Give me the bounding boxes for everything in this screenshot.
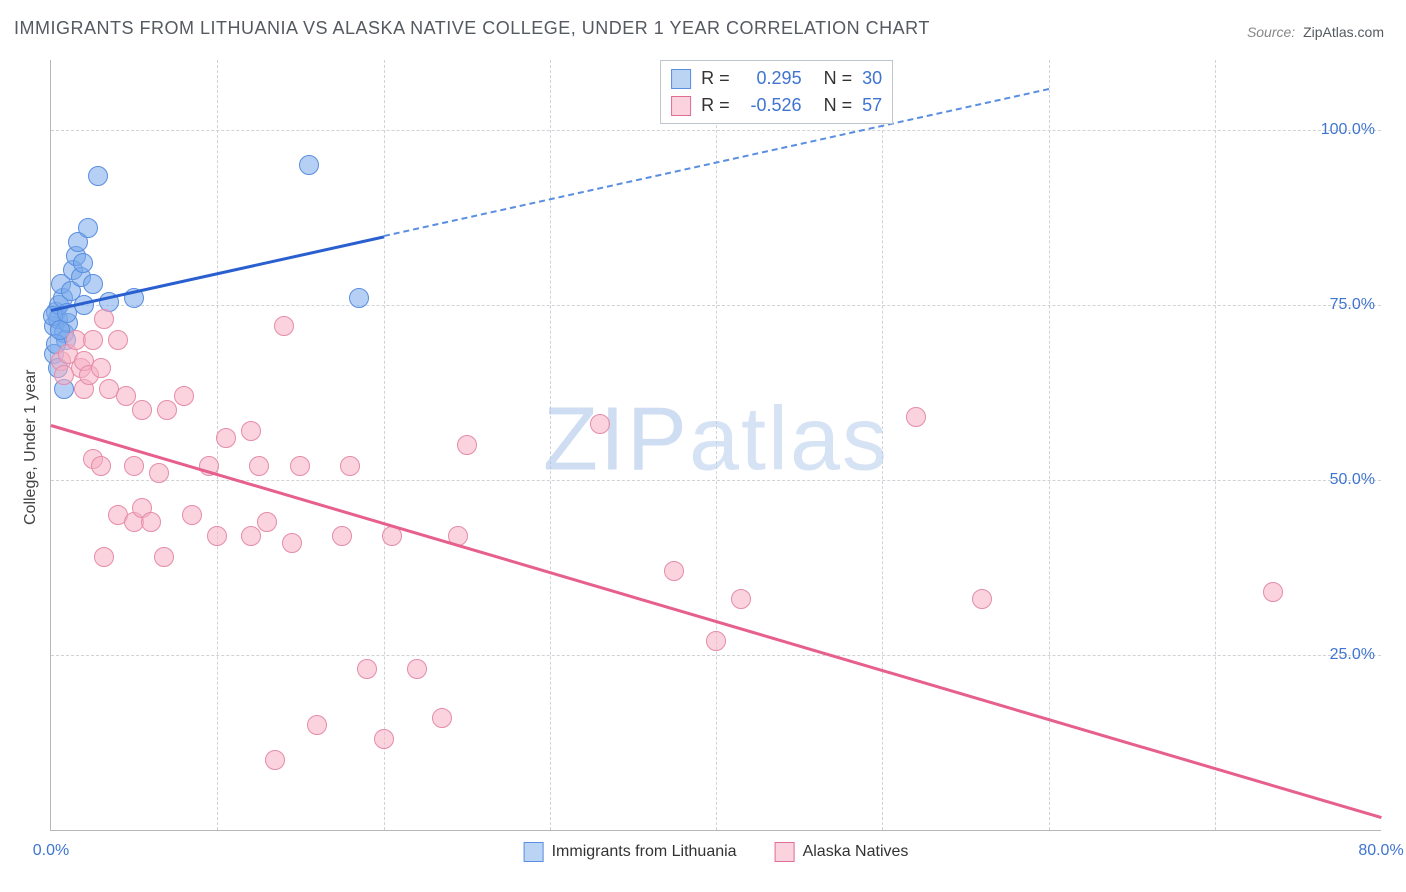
- gridline-v: [550, 60, 551, 830]
- data-point: [154, 547, 174, 567]
- data-point: [590, 414, 610, 434]
- data-point: [906, 407, 926, 427]
- legend-row: R = -0.526 N = 57: [671, 92, 882, 119]
- correlation-legend: R = 0.295 N = 30 R = -0.526 N = 57: [660, 60, 893, 124]
- y-axis-label: College, Under 1 year: [22, 369, 40, 525]
- legend-swatch: [524, 842, 544, 862]
- data-point: [432, 708, 452, 728]
- data-point: [78, 218, 98, 238]
- data-point: [174, 386, 194, 406]
- chart-title: IMMIGRANTS FROM LITHUANIA VS ALASKA NATI…: [14, 18, 930, 39]
- x-tick-label: 0.0%: [33, 842, 69, 860]
- data-point: [73, 253, 93, 273]
- data-point: [116, 386, 136, 406]
- data-point: [149, 463, 169, 483]
- r-label: R =: [701, 65, 730, 92]
- legend-swatch: [775, 842, 795, 862]
- y-tick-label: 100.0%: [1321, 121, 1375, 139]
- data-point: [274, 316, 294, 336]
- legend-item-label: Immigrants from Lithuania: [552, 843, 737, 861]
- data-point: [182, 505, 202, 525]
- data-point: [706, 631, 726, 651]
- data-point: [91, 358, 111, 378]
- data-point: [307, 715, 327, 735]
- n-value: 57: [862, 92, 882, 119]
- y-tick-label: 25.0%: [1330, 646, 1375, 664]
- data-point: [349, 288, 369, 308]
- data-point: [290, 456, 310, 476]
- n-label: N =: [824, 92, 853, 119]
- watermark-thin: atlas: [689, 389, 889, 489]
- data-point: [457, 435, 477, 455]
- r-label: R =: [701, 92, 730, 119]
- gridline-v: [1215, 60, 1216, 830]
- plot-area: ZIPatlas R =0.295N =30R =-0.526N =57 Imm…: [50, 60, 1381, 831]
- source-credit: Source: ZipAtlas.com: [1247, 24, 1384, 40]
- data-point: [94, 309, 114, 329]
- data-point: [88, 166, 108, 186]
- r-value: 0.295: [740, 65, 802, 92]
- data-point: [407, 659, 427, 679]
- data-point: [207, 526, 227, 546]
- gridline-v: [716, 60, 717, 830]
- legend-row: R = 0.295 N = 30: [671, 65, 882, 92]
- legend-swatch: [671, 69, 691, 89]
- source-value: ZipAtlas.com: [1303, 24, 1384, 40]
- data-point: [94, 547, 114, 567]
- n-value: 30: [862, 65, 882, 92]
- data-point: [1263, 582, 1283, 602]
- data-point: [332, 526, 352, 546]
- data-point: [374, 729, 394, 749]
- watermark-bold: ZIP: [543, 389, 689, 489]
- series-legend: Immigrants from Lithuania Alaska Natives: [524, 842, 909, 862]
- source-label: Source:: [1247, 24, 1295, 40]
- legend-item: Alaska Natives: [775, 842, 909, 862]
- data-point: [249, 456, 269, 476]
- gridline-v: [1049, 60, 1050, 830]
- data-point: [216, 428, 236, 448]
- legend-item-label: Alaska Natives: [803, 843, 909, 861]
- data-point: [157, 400, 177, 420]
- data-point: [241, 526, 261, 546]
- data-point: [83, 274, 103, 294]
- data-point: [357, 659, 377, 679]
- r-value: -0.526: [740, 92, 802, 119]
- data-point: [664, 561, 684, 581]
- data-point: [257, 512, 277, 532]
- chart-root: IMMIGRANTS FROM LITHUANIA VS ALASKA NATI…: [0, 0, 1406, 892]
- data-point: [731, 589, 751, 609]
- data-point: [124, 456, 144, 476]
- data-point: [91, 456, 111, 476]
- y-tick-label: 50.0%: [1330, 471, 1375, 489]
- legend-item: Immigrants from Lithuania: [524, 842, 737, 862]
- y-tick-label: 75.0%: [1330, 296, 1375, 314]
- data-point: [299, 155, 319, 175]
- gridline-v: [384, 60, 385, 830]
- data-point: [282, 533, 302, 553]
- data-point: [265, 750, 285, 770]
- data-point: [340, 456, 360, 476]
- data-point: [972, 589, 992, 609]
- x-tick-label: 80.0%: [1358, 842, 1403, 860]
- n-label: N =: [824, 65, 853, 92]
- data-point: [83, 330, 103, 350]
- data-point: [108, 330, 128, 350]
- data-point: [132, 400, 152, 420]
- data-point: [141, 512, 161, 532]
- legend-swatch: [671, 96, 691, 116]
- gridline-v: [882, 60, 883, 830]
- data-point: [241, 421, 261, 441]
